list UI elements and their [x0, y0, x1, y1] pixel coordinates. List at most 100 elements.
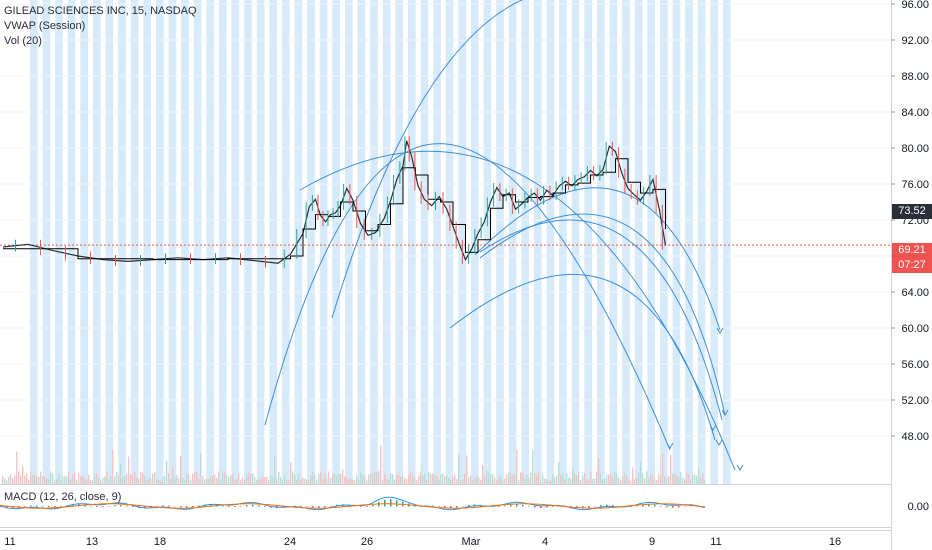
volume-bar [456, 479, 458, 484]
session-band [118, 0, 126, 484]
volume-bar [106, 471, 108, 484]
volume-bar [642, 473, 644, 484]
volume-bar [592, 478, 594, 484]
volume-bar [398, 474, 400, 484]
volume-bar [614, 471, 616, 484]
current-price-tag: 69.21 [892, 243, 932, 258]
volume-bar [400, 476, 402, 484]
volume-bar [238, 473, 240, 484]
volume-bar [172, 466, 174, 484]
volume-bar [40, 471, 42, 484]
volume-bar [150, 477, 152, 484]
volume-legend[interactable]: Vol (20) [4, 35, 42, 47]
macd-histogram-bar [576, 506, 578, 508]
volume-bar [26, 473, 28, 484]
session-band [55, 0, 63, 484]
macd-histogram-bar [588, 506, 590, 508]
volume-bar [68, 472, 70, 484]
session-band [420, 0, 429, 484]
volume-bar [94, 473, 96, 484]
volume-bar [652, 475, 654, 484]
volume-bar [366, 480, 368, 484]
macd-histogram-bar [6, 506, 8, 509]
macd-histogram-bar [534, 506, 536, 508]
volume-bar [522, 473, 524, 484]
volume-bar [64, 476, 66, 484]
macd-histogram-bar [432, 505, 434, 507]
macd-histogram-bar [294, 505, 296, 507]
volume-bar [654, 479, 656, 484]
countdown-tag: 07:27 [892, 258, 932, 273]
volume-bar [682, 477, 684, 484]
volume-bar [104, 476, 106, 484]
volume-bar [246, 472, 248, 484]
session-band [193, 0, 202, 484]
volume-bar [646, 471, 648, 484]
volume-bar [684, 479, 686, 484]
macd-legend[interactable]: MACD (12, 26, close, 9) [4, 491, 122, 503]
macd-histogram-bar [672, 506, 674, 508]
session-band [483, 0, 492, 484]
arc-line [299, 150, 736, 471]
price-tick-label: 60.00 [901, 323, 929, 335]
session-band [256, 0, 265, 484]
volume-bar [100, 480, 102, 484]
volume-bar [128, 456, 130, 484]
volume-bar [504, 478, 506, 484]
volume-bar [510, 472, 512, 484]
volume-bar [566, 473, 568, 484]
macd-histogram-bar [24, 506, 26, 507]
macd-histogram-bar [162, 505, 164, 507]
volume-bar [344, 476, 346, 484]
volume-bar [52, 473, 54, 484]
grid-lines [0, 3, 891, 437]
volume-bar [384, 474, 386, 484]
volume-bar [348, 479, 350, 484]
session-band [710, 0, 718, 484]
volume-bar [662, 453, 664, 484]
volume-bar [156, 478, 158, 484]
macd-histogram-bar [606, 504, 608, 507]
volume-bar [686, 473, 688, 484]
volume-bar [550, 480, 552, 484]
volume-bar [428, 471, 430, 484]
volume-bar [250, 473, 252, 484]
volume-bar [186, 473, 188, 484]
macd-histogram-bar [456, 506, 458, 508]
macd-histogram-bar [360, 506, 362, 507]
volume-bar [28, 480, 30, 484]
volume-bar [20, 475, 22, 484]
volume-bar [16, 451, 18, 484]
volume-bar [370, 473, 372, 484]
volume-bar [674, 473, 676, 484]
vwap-legend[interactable]: VWAP (Session) [4, 20, 86, 32]
arc-drawings[interactable] [264, 0, 744, 471]
time-tick-label: 18 [154, 536, 166, 548]
volume-bar [620, 479, 622, 484]
volume-bar [230, 475, 232, 484]
volume-bar [546, 478, 548, 484]
volume-bar [568, 477, 570, 484]
volume-bar [606, 474, 608, 484]
macd-histogram-bar [552, 506, 554, 507]
volume-bar [534, 472, 536, 484]
volume-bar [180, 455, 182, 484]
volume-bar [492, 474, 494, 484]
macd-histogram-bar [450, 506, 452, 509]
symbol-title[interactable]: GILEAD SCIENCES INC, 15, NASDAQ [4, 5, 197, 17]
macd-histogram-bar [384, 499, 386, 507]
session-band [584, 0, 592, 484]
macd-histogram-bar [570, 506, 572, 507]
volume-bar [426, 480, 428, 484]
volume-bar [98, 477, 100, 484]
volume-bar [58, 473, 60, 484]
macd-histogram-bar [102, 506, 104, 508]
volume-bar [430, 474, 432, 484]
macd-histogram-bar [96, 506, 98, 508]
volume-bar [548, 480, 550, 484]
volume-bar [218, 471, 220, 484]
macd-histogram-bar [498, 506, 500, 507]
volume-bar [158, 479, 160, 484]
volume-bar [666, 479, 668, 484]
